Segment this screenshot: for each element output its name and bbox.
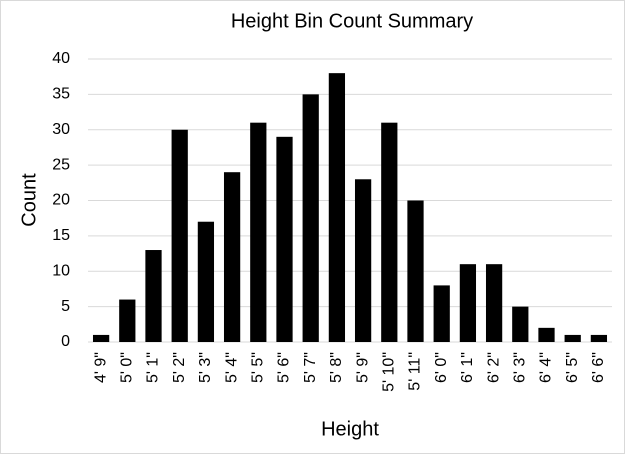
bar xyxy=(564,334,581,342)
bar xyxy=(590,334,608,342)
x-tick-label: 6' 5" xyxy=(564,352,581,383)
bar xyxy=(302,94,319,342)
x-tick-label: 4' 9" xyxy=(92,352,109,383)
x-tick-label: 5' 9" xyxy=(354,352,371,383)
x-axis-label: Height xyxy=(321,418,379,440)
y-tick-label: 40 xyxy=(52,50,70,67)
x-tick-label: 5' 3" xyxy=(197,352,214,383)
y-tick-label: 15 xyxy=(52,227,70,244)
bar xyxy=(485,264,503,342)
y-tick-label: 5 xyxy=(61,298,70,315)
x-tick-label: 6' 6" xyxy=(590,352,607,383)
bar xyxy=(119,299,136,342)
y-axis-label: Count xyxy=(18,173,40,227)
bar xyxy=(328,73,346,343)
bar xyxy=(197,221,215,342)
x-tick-label: 5' 6" xyxy=(276,352,293,383)
bar xyxy=(354,179,372,342)
x-tick-label: 5' 4" xyxy=(223,352,240,383)
bar xyxy=(145,250,162,342)
x-tick-label: 6' 1" xyxy=(459,352,476,383)
x-tick-label: 5' 10" xyxy=(381,352,398,392)
x-tick-label: 6' 2" xyxy=(485,352,502,383)
x-tick-label: 5' 1" xyxy=(145,352,162,383)
x-tick-label: 6' 0" xyxy=(433,352,450,383)
bar xyxy=(433,285,450,342)
chart-title: Height Bin Count Summary xyxy=(231,10,473,32)
bar xyxy=(459,264,477,342)
bar xyxy=(250,122,267,342)
x-tick-label: 5' 2" xyxy=(171,352,188,383)
x-tick-label: 5' 7" xyxy=(302,352,319,383)
bar xyxy=(92,334,110,342)
x-tick-label: 5' 8" xyxy=(328,352,345,383)
x-tick-label: 5' 11" xyxy=(407,352,424,391)
y-tick-label: 0 xyxy=(61,333,70,350)
y-tick-label: 30 xyxy=(52,121,70,138)
x-tick-label: 5' 5" xyxy=(250,352,267,383)
y-tick-label: 25 xyxy=(52,156,70,173)
y-tick-label: 20 xyxy=(52,192,70,209)
x-tick-label: 6' 4" xyxy=(538,352,555,383)
bar xyxy=(381,122,398,342)
bar xyxy=(223,172,241,342)
y-tick-label: 10 xyxy=(52,262,70,279)
bar xyxy=(276,136,293,342)
x-tick-label: 5' 0" xyxy=(119,352,136,383)
bar xyxy=(538,327,555,342)
y-tick-label: 35 xyxy=(52,86,70,103)
bar xyxy=(407,200,424,342)
bar xyxy=(512,306,529,342)
bar xyxy=(171,129,188,342)
x-tick-label: 6' 3" xyxy=(512,352,529,383)
